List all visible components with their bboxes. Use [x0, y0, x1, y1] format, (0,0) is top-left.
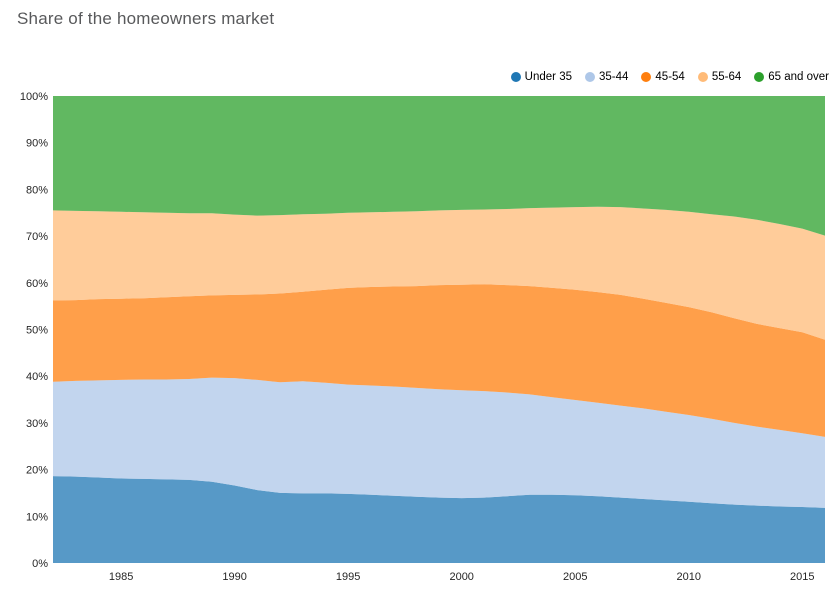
y-axis-tick-label: 90%	[26, 138, 48, 150]
y-axis-tick-label: 80%	[26, 184, 48, 196]
legend-item-55-64[interactable]: 55-64	[697, 71, 742, 83]
y-axis-tick-label: 70%	[26, 231, 48, 243]
y-axis-tick-label: 100%	[20, 91, 48, 103]
area-65-and-over[interactable]	[53, 96, 825, 236]
x-axis-tick-label: 2005	[563, 571, 587, 583]
x-axis-tick-label: 2010	[677, 571, 701, 583]
y-axis-tick-label: 20%	[26, 465, 48, 477]
area-45-54[interactable]	[53, 284, 825, 437]
x-axis-tick-label: 2015	[790, 571, 814, 583]
x-axis-tick-label: 1985	[109, 571, 133, 583]
y-axis-tick-label: 50%	[26, 325, 48, 337]
legend-label: 65 and over	[768, 71, 829, 83]
page-title: Share of the homeowners market	[17, 9, 275, 28]
y-axis-tick-label: 30%	[26, 418, 48, 430]
legend-item-35-44[interactable]: 35-44	[584, 71, 629, 83]
x-axis-tick-label: 1995	[336, 571, 360, 583]
legend-label: 55-64	[711, 71, 742, 83]
legend-label: 35-44	[598, 71, 629, 83]
x-axis-tick-label: 2000	[449, 571, 473, 583]
area-under-35[interactable]	[53, 476, 825, 563]
legend-label: Under 35	[524, 71, 572, 83]
legend-dot-icon	[510, 72, 521, 82]
legend-dot-icon	[584, 72, 595, 82]
area-55-64[interactable]	[53, 206, 825, 340]
y-axis-tick-label: 10%	[26, 511, 48, 523]
legend-item-under-35[interactable]: Under 35	[510, 71, 572, 83]
y-axis-tick-label: 40%	[26, 371, 48, 383]
y-axis-tick-label: 0%	[32, 558, 48, 570]
y-axis-tick-label: 60%	[26, 278, 48, 290]
area-35-44[interactable]	[53, 377, 825, 508]
legend-label: 45-54	[655, 71, 685, 83]
chart-legend: Under 35 35-44 45-54 55-64 65 and over	[510, 71, 829, 83]
legend-dot-icon	[754, 72, 765, 82]
legend-item-45-54[interactable]: 45-54	[641, 71, 685, 83]
legend-dot-icon	[641, 72, 652, 82]
legend-item-65-and-over[interactable]: 65 and over	[754, 71, 829, 83]
x-axis-tick-label: 1990	[222, 571, 246, 583]
legend-dot-icon	[697, 72, 708, 82]
